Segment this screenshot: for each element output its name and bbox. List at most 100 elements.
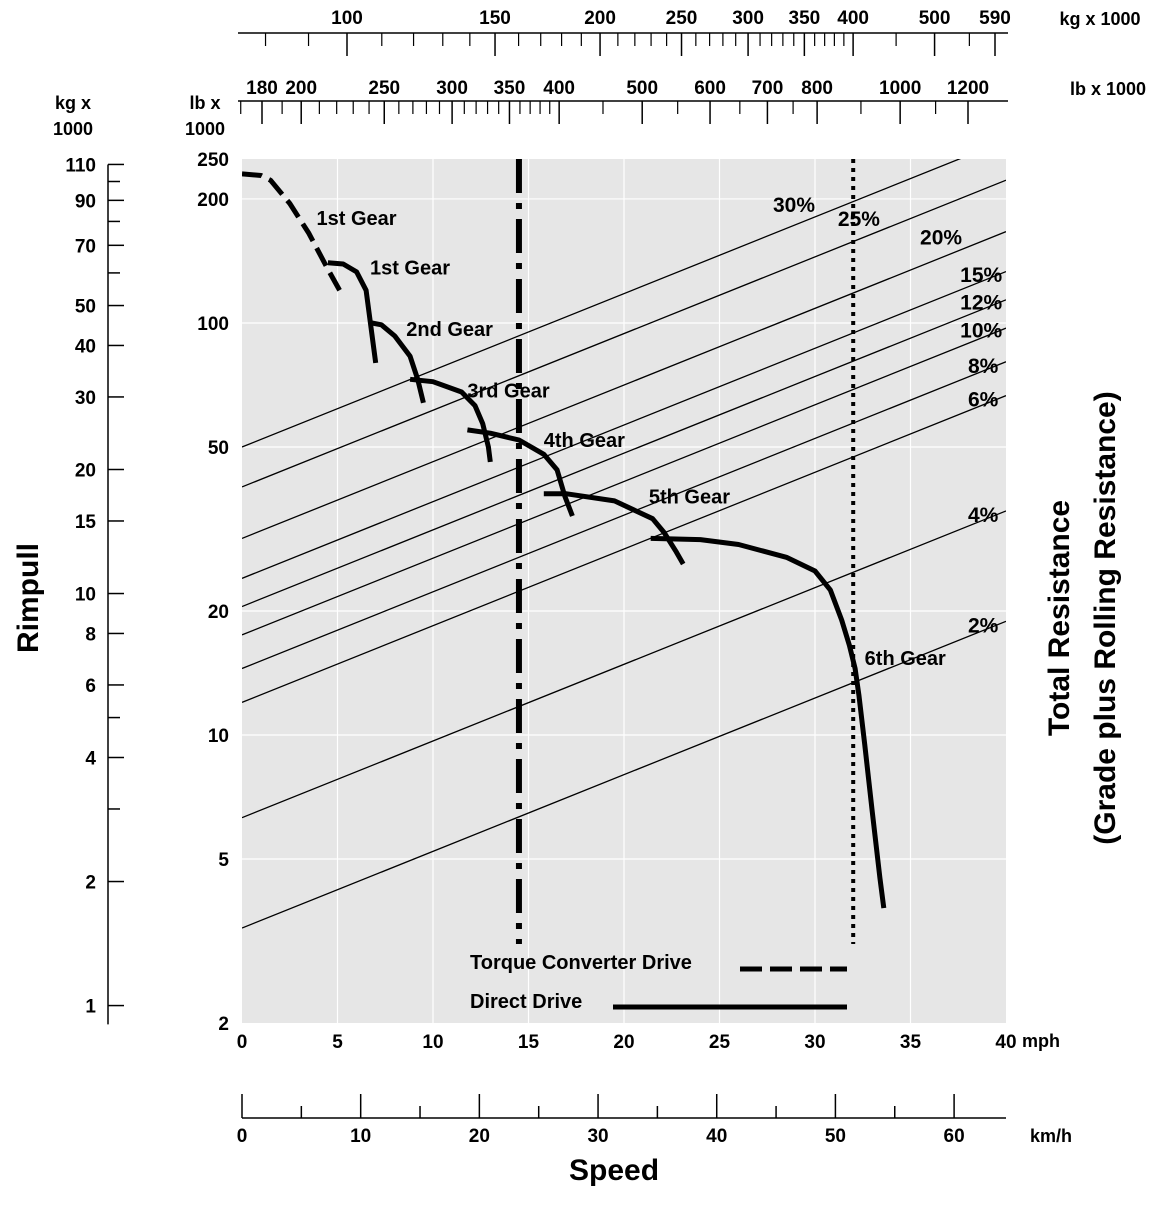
drive-markers xyxy=(515,159,856,944)
top-kg-scale-label: 300 xyxy=(732,8,764,29)
grade-label: 6% xyxy=(968,389,999,412)
gear-label: 1st Gear xyxy=(316,208,396,230)
top-kg-scale-label: 350 xyxy=(789,8,821,29)
grade-line xyxy=(242,231,1006,540)
x-tick-label-mph: 35 xyxy=(900,1032,922,1053)
grade-lines xyxy=(242,159,1006,929)
grade-line xyxy=(242,327,1006,636)
top-kg-scale-label: 500 xyxy=(919,8,951,29)
y-tick-label-kg: 10 xyxy=(75,585,96,606)
top-lb-scale-label: 200 xyxy=(285,78,317,99)
top-lb-scale-label: 1200 xyxy=(947,78,989,99)
grade-line xyxy=(242,270,1006,579)
gear-label: 5th Gear xyxy=(649,486,730,508)
top-lb-scale-label: 250 xyxy=(368,78,400,99)
x-tick-label-kmh: 30 xyxy=(587,1126,608,1147)
curve-1st-gear-direct xyxy=(327,260,379,364)
top-kg-scale-label: 250 xyxy=(666,8,698,29)
top-kg-scale-unit: kg x 1000 xyxy=(1059,9,1140,29)
x-axis-title: Speed xyxy=(569,1154,659,1187)
grade-line xyxy=(242,361,1006,670)
y-tick-label-lb: 10 xyxy=(208,726,229,747)
y-tick-label-kg: 90 xyxy=(75,191,96,212)
grade-label: 8% xyxy=(968,355,999,378)
curve-6th-gear-direct xyxy=(650,535,887,909)
x-tick-label-kmh: 50 xyxy=(825,1126,846,1147)
grade-line xyxy=(242,510,1006,819)
grade-line xyxy=(242,179,1006,488)
y-tick-label-kg: 110 xyxy=(65,155,96,176)
top-lb-scale-label: 800 xyxy=(801,78,833,99)
grade-label: 2% xyxy=(968,614,999,637)
grade-label: 25% xyxy=(838,208,880,231)
gear-label: 6th Gear xyxy=(865,648,946,670)
curve-5th-gear-direct xyxy=(543,491,686,566)
curve-3rd-gear-direct xyxy=(409,376,493,463)
top-kg-scale-label: 100 xyxy=(331,8,363,29)
x-tick-label-kmh: 40 xyxy=(706,1126,727,1147)
grade-label: 10% xyxy=(960,320,1002,343)
legend: Torque Converter Drive Direct Drive xyxy=(470,952,847,1013)
grade-label: 12% xyxy=(960,291,1002,314)
y-tick-label-kg: 70 xyxy=(75,236,96,257)
y-tick-label-kg: 15 xyxy=(75,512,97,533)
top-lb-scale-label: 180 xyxy=(246,78,278,99)
y-tick-label-lb: 20 xyxy=(208,602,229,623)
top-lb-scale-label: 400 xyxy=(543,78,575,99)
top-lb-scale-label: 300 xyxy=(436,78,468,99)
y-tick-label-kg: 50 xyxy=(75,297,96,318)
x-tick-label-mph: 30 xyxy=(804,1032,825,1053)
x-tick-label-mph: 25 xyxy=(709,1032,731,1053)
y-axis-title: Rimpull xyxy=(12,543,45,653)
gear-label: 3rd Gear xyxy=(467,380,549,402)
grade-line xyxy=(242,159,962,448)
x-tick-label-mph: 20 xyxy=(613,1032,634,1053)
top-lb-scale-label: 500 xyxy=(626,78,658,99)
top-kg-scale-label: 590 xyxy=(979,8,1011,29)
top-lb-scale-unit: lb x 1000 xyxy=(1070,79,1146,99)
y-tick-label-kg: 8 xyxy=(85,624,96,645)
chart-labels: 30% 25% 20% 15% 12% 10% 8% 6% 4% 2% 1st Gear 1st Ge… xyxy=(316,194,1002,670)
grade-line xyxy=(242,395,1006,703)
y-tick-label-kg: 20 xyxy=(75,460,96,481)
legend-label-direct-drive: Direct Drive xyxy=(470,991,582,1013)
lb-axis-unit-line1: lb x xyxy=(189,93,220,113)
x-tick-label-mph: 10 xyxy=(422,1032,443,1053)
y-tick-label-lb: 2 xyxy=(218,1014,229,1035)
y-tick-label-kg: 40 xyxy=(75,336,96,357)
x-unit-kmh: km/h xyxy=(1030,1126,1072,1146)
top-kg-scale-label: 150 xyxy=(479,8,511,29)
y-tick-label-lb: 250 xyxy=(197,150,229,171)
top-kg-scale-label: 200 xyxy=(584,8,616,29)
top-lb-scale-label: 600 xyxy=(694,78,726,99)
top-lb-scale-label: 700 xyxy=(752,78,784,99)
grade-label: 30% xyxy=(773,194,815,217)
y-tick-label-kg: 6 xyxy=(85,676,96,697)
x-tick-label-kmh: 0 xyxy=(237,1126,248,1147)
x-tick-label-kmh: 60 xyxy=(944,1126,965,1147)
right-axis-title-line2: (Grade plus Rolling Resistance) xyxy=(1089,391,1122,844)
y-tick-label-lb: 200 xyxy=(197,190,229,211)
gear-label: 1st Gear xyxy=(370,258,450,280)
rimpull-curves xyxy=(242,171,887,909)
x-tick-label-kmh: 20 xyxy=(469,1126,490,1147)
x-unit-mph: mph xyxy=(1022,1031,1060,1051)
curve-2nd-gear-direct xyxy=(371,320,426,404)
grade-label: 20% xyxy=(920,226,962,249)
grade-label: 15% xyxy=(960,264,1002,287)
grade-line xyxy=(242,299,1006,608)
kg-axis-unit-line1: kg x xyxy=(55,93,91,113)
y-tick-label-lb: 100 xyxy=(197,314,229,335)
top-kg-scale-label: 400 xyxy=(837,8,869,29)
y-tick-label-kg: 30 xyxy=(75,388,96,409)
x-tick-label-mph: 15 xyxy=(518,1032,540,1053)
top-lb-scale-label: 350 xyxy=(494,78,526,99)
x-tick-label-mph: 40 xyxy=(995,1032,1016,1053)
kg-axis-unit-line2: 1000 xyxy=(53,119,93,139)
gear-label: 4th Gear xyxy=(544,430,625,452)
axes: 2510205010020025012468101520304050709011… xyxy=(65,8,1016,1147)
grade-label: 4% xyxy=(968,504,999,527)
grade-line xyxy=(242,620,1006,929)
legend-label-torque-converter: Torque Converter Drive xyxy=(470,952,692,974)
